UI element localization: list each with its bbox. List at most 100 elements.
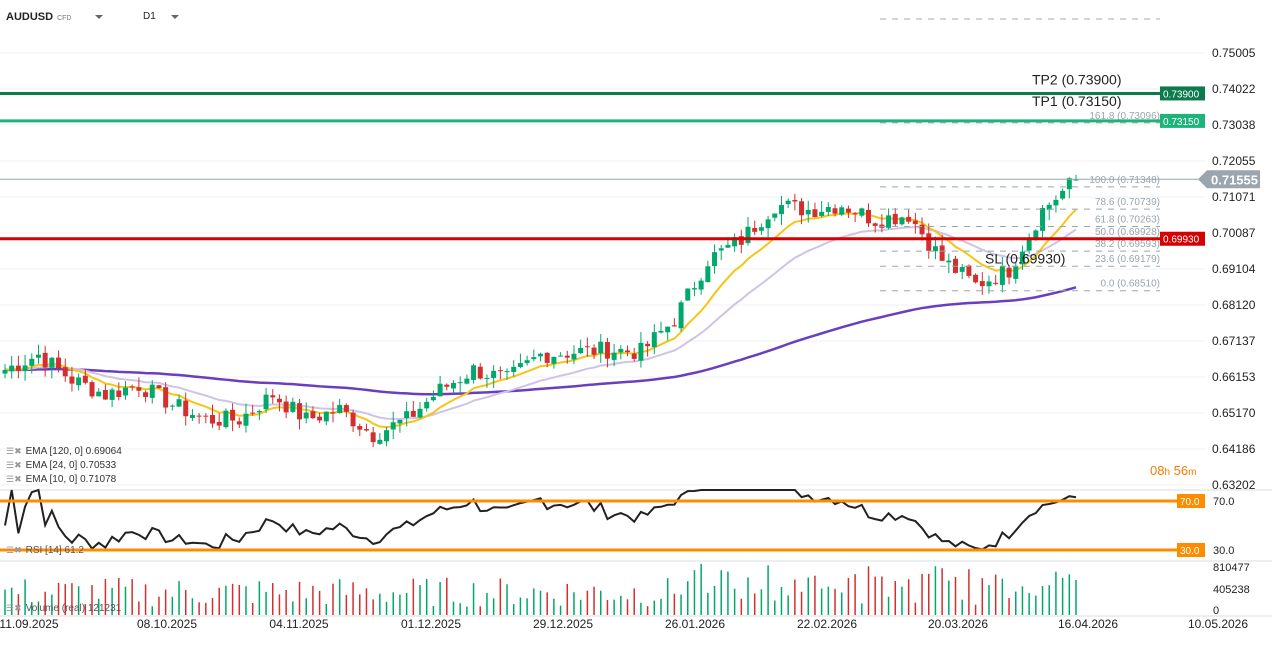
candle	[859, 208, 865, 216]
close-icon[interactable]: ☰✖	[6, 460, 22, 470]
y-tick-label: 0.63202	[1212, 478, 1256, 492]
ema-line	[4, 286, 1077, 396]
candle	[310, 411, 316, 419]
candle	[384, 430, 390, 442]
candle	[62, 367, 68, 377]
fib-label: 0.0 (0.68510)	[1101, 279, 1161, 290]
candle	[631, 353, 637, 359]
candle	[765, 219, 771, 229]
candle	[738, 236, 744, 245]
y-tick-label: 0.72055	[1212, 154, 1256, 168]
candle	[892, 213, 898, 225]
close-icon[interactable]: ☰✖	[6, 474, 22, 484]
candle	[772, 213, 778, 218]
candle	[638, 342, 644, 361]
candle	[584, 346, 590, 348]
candle	[1073, 179, 1079, 181]
candle	[839, 207, 845, 215]
candle	[785, 200, 791, 205]
candle	[778, 205, 784, 215]
legend-ema-10[interactable]: ☰✖ EMA [10, 0] 0.71078	[6, 474, 116, 485]
candle	[966, 265, 972, 276]
candle	[524, 360, 530, 364]
chevron-down-icon[interactable]	[95, 15, 103, 19]
candle	[658, 330, 664, 333]
fib-label: 50.0 (0.69928)	[1095, 227, 1160, 238]
candle	[143, 392, 149, 397]
candle	[56, 357, 62, 369]
candle	[919, 224, 925, 235]
candle	[35, 354, 41, 358]
candle	[1026, 237, 1032, 251]
candle	[819, 211, 825, 216]
candle	[1040, 207, 1046, 231]
close-icon[interactable]: ☰✖	[6, 446, 22, 456]
close-icon[interactable]: ☰✖	[6, 603, 22, 613]
interval-selector[interactable]: D1	[143, 11, 156, 22]
candle	[149, 384, 155, 398]
candle	[2, 369, 8, 374]
fib-label: 78.6 (0.70739)	[1095, 197, 1160, 208]
y-tick-label: 0.74022	[1212, 82, 1256, 96]
y-tick-label: 0.71071	[1212, 190, 1256, 204]
y-tick-label: 0.64186	[1212, 442, 1256, 456]
rsi-level-tag	[1177, 494, 1205, 508]
candle	[223, 410, 229, 428]
candle	[604, 342, 610, 359]
candle	[163, 387, 169, 408]
candle	[758, 227, 764, 231]
y-tick-label: 0.75005	[1212, 46, 1256, 60]
candle	[538, 353, 543, 357]
price-tag	[1160, 113, 1205, 128]
candle	[9, 365, 15, 372]
candle	[330, 412, 336, 414]
price-tag-text: 0.73150	[1163, 117, 1200, 128]
symbol-selector[interactable]: AUDUSD CFD	[6, 11, 71, 23]
chevron-down-icon[interactable]	[171, 15, 179, 19]
candle	[96, 391, 102, 397]
candle	[129, 386, 135, 388]
legend-ema-24[interactable]: ☰✖ EMA [24, 0] 0.70533	[6, 460, 116, 471]
candle	[491, 370, 497, 379]
candle	[932, 246, 938, 252]
candle	[906, 216, 912, 222]
candle	[611, 352, 617, 360]
candle	[558, 355, 564, 357]
candle	[176, 399, 182, 407]
candle	[471, 365, 477, 380]
legend-volume[interactable]: ☰✖ Volume (real) 121231	[6, 603, 121, 614]
candle	[1019, 251, 1025, 265]
y-tick-label: 0.73038	[1212, 118, 1256, 132]
candle	[531, 357, 537, 360]
candle	[865, 209, 871, 224]
candle	[517, 363, 523, 368]
y-tick-label: 0.70087	[1212, 226, 1256, 240]
current-price-tag	[1198, 170, 1260, 189]
rsi-tick-label: 70.0	[1213, 496, 1234, 508]
candle	[993, 282, 999, 284]
candle	[598, 341, 604, 354]
candle	[49, 357, 55, 368]
rsi-line	[4, 488, 1077, 551]
x-tick-label: 11.09.2025	[0, 617, 59, 631]
close-icon[interactable]: ☰✖	[6, 545, 22, 555]
candle	[1013, 265, 1019, 279]
candle	[799, 201, 805, 216]
legend-label: EMA [10, 0] 0.71078	[25, 474, 117, 485]
candle	[886, 215, 892, 228]
candle	[464, 378, 470, 384]
volume-tick-label: 405238	[1213, 584, 1250, 596]
candle	[122, 387, 128, 396]
candle	[297, 403, 303, 420]
candle	[725, 244, 731, 248]
legend-ema-120[interactable]: ☰✖ EMA [120, 0] 0.69064	[6, 446, 122, 457]
candle	[136, 387, 142, 391]
legend-rsi[interactable]: ☰✖ RSI [14] 61.2	[6, 545, 84, 556]
candle	[276, 398, 282, 403]
candle	[651, 332, 657, 348]
rsi-level-tag	[1177, 543, 1205, 557]
x-tick-label: 22.02.2026	[797, 617, 857, 631]
x-tick-label: 20.03.2026	[928, 617, 988, 631]
candle	[290, 401, 296, 412]
